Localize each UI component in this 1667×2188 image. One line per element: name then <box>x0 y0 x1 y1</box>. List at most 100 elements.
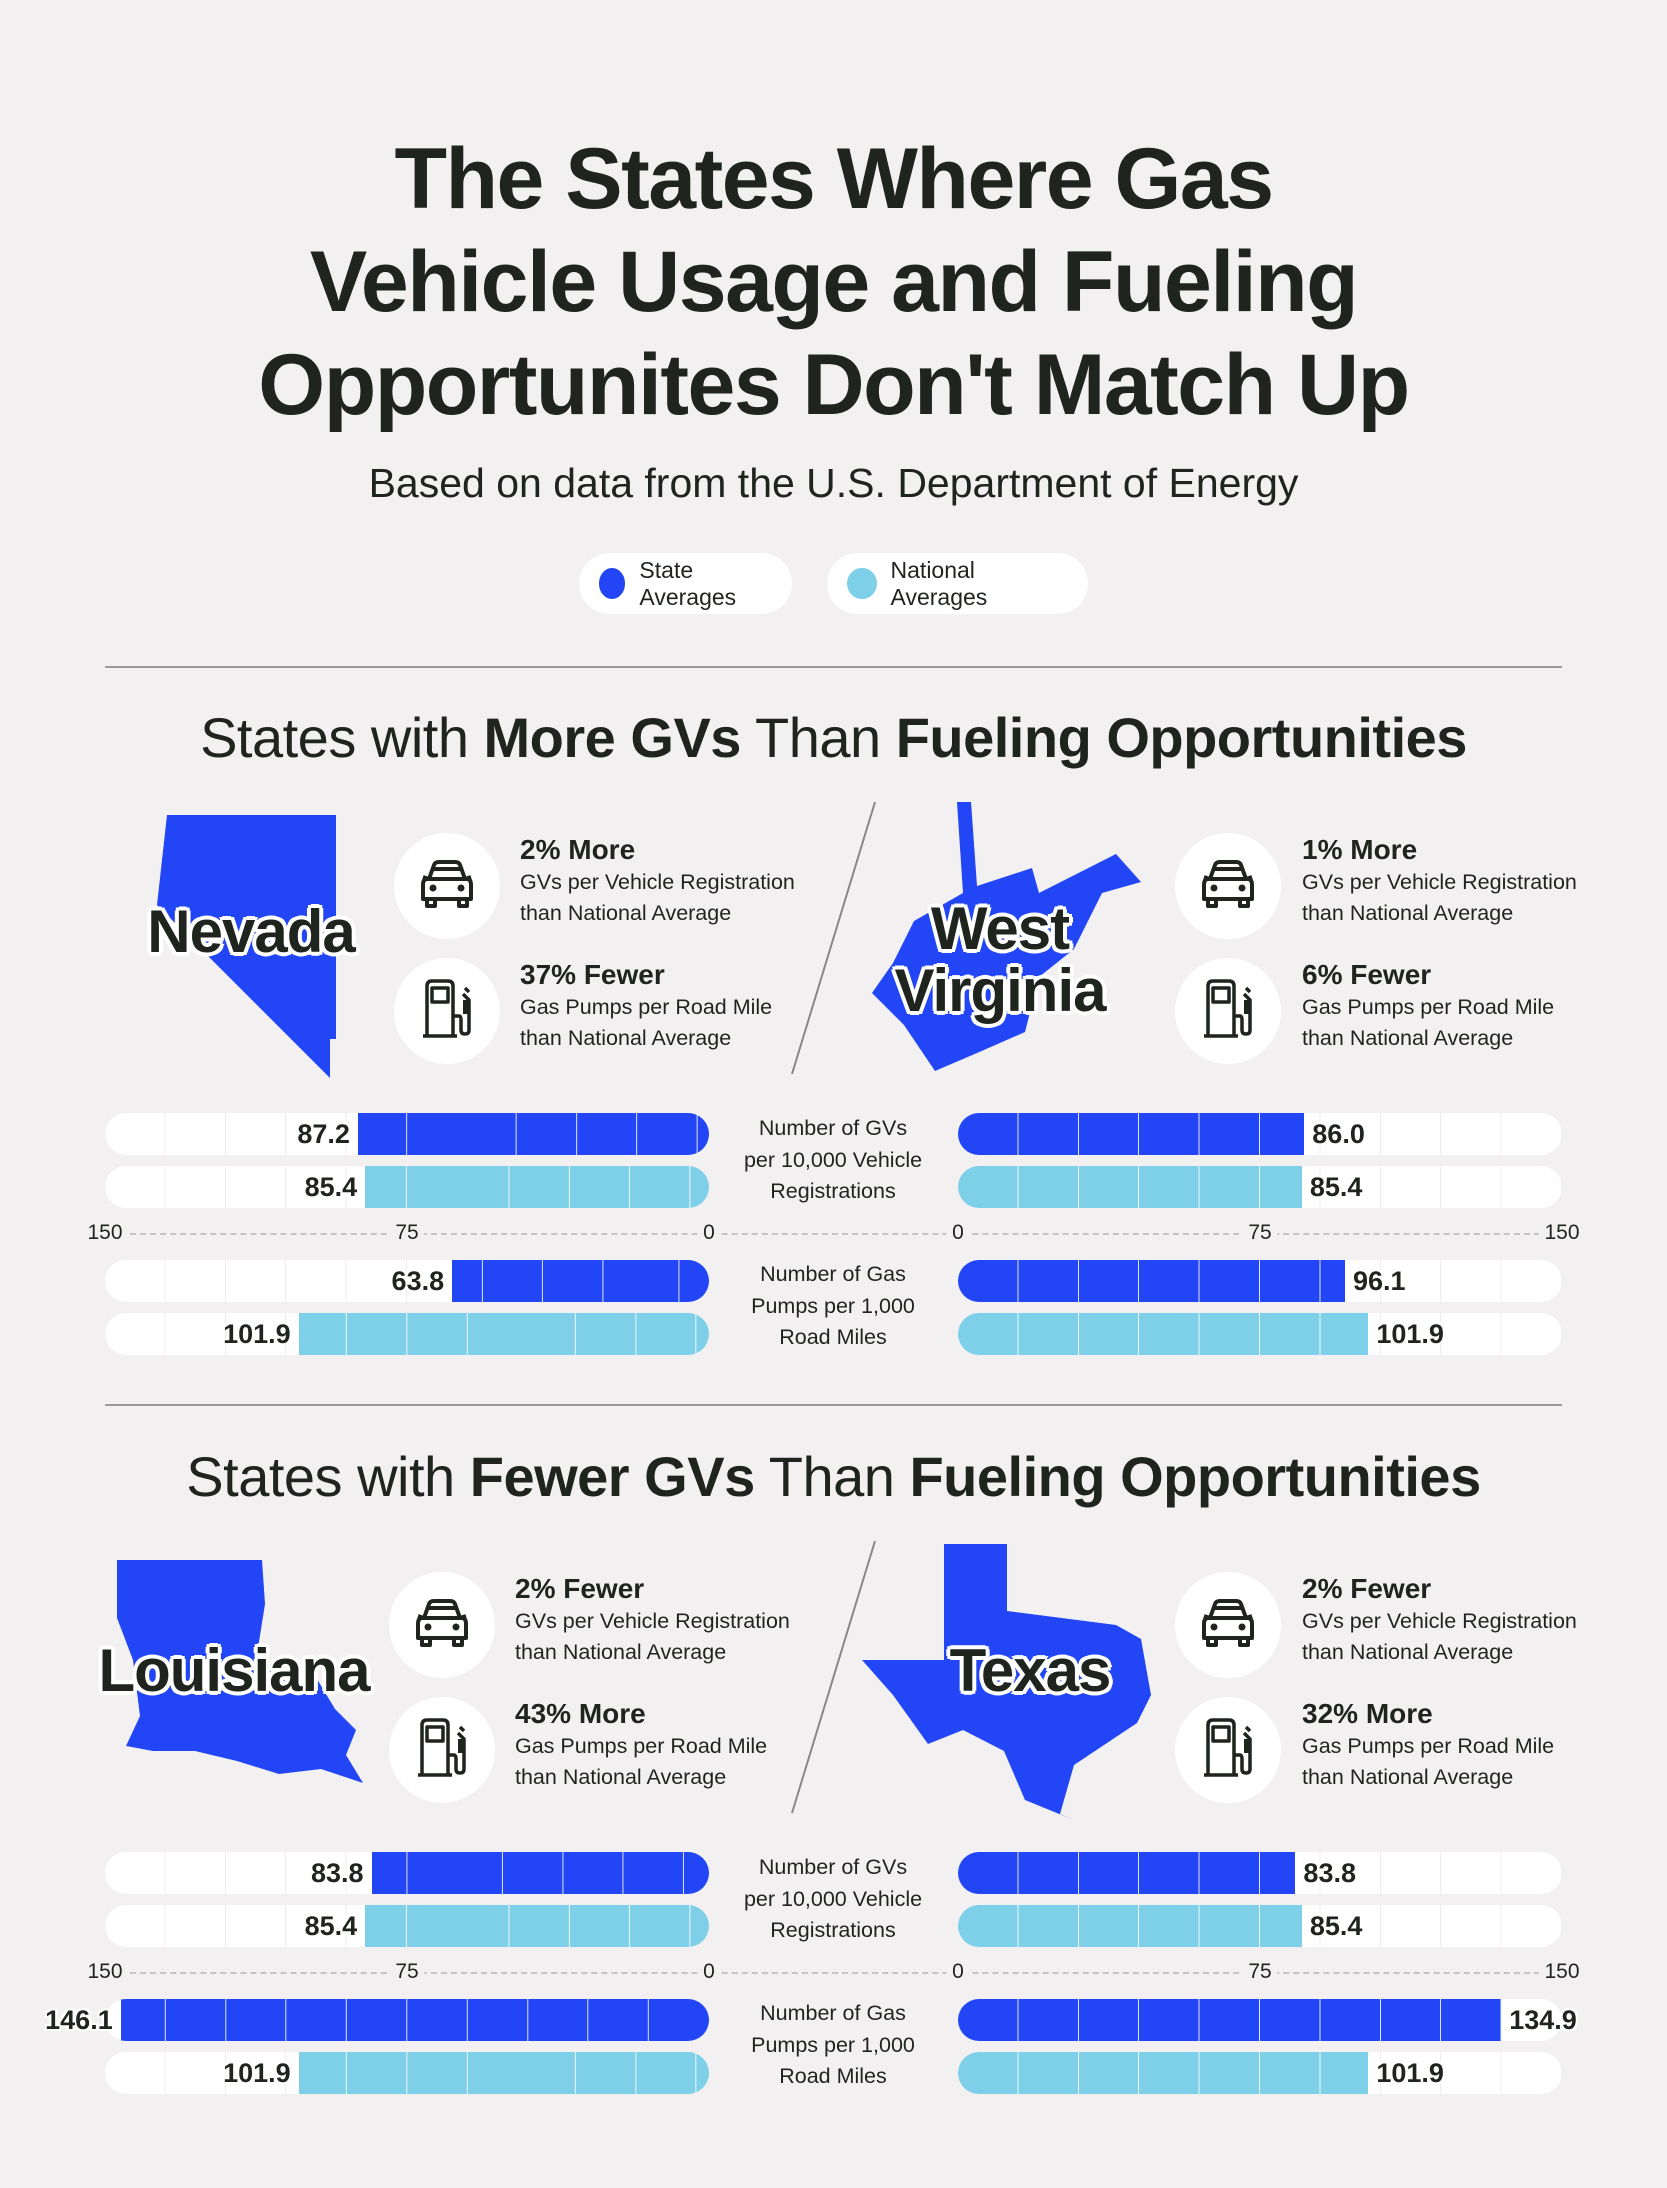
metric-label-line: Registrations <box>770 1918 896 1942</box>
legend-state-averages: State Averages <box>579 553 792 614</box>
bar-track <box>105 1113 709 1155</box>
stat-description: GVs per Vehicle Registration <box>1302 1609 1577 1633</box>
axis-tick-label: 0 <box>946 1221 970 1245</box>
stat-icon-circle <box>389 1697 495 1803</box>
stat-icon-circle <box>1175 1697 1281 1803</box>
bar-track <box>958 1999 1562 2041</box>
title-line: Vehicle Usage and Fueling <box>309 234 1359 330</box>
state-name-texas: Texas <box>949 1637 1112 1704</box>
bar-track <box>958 1260 1562 1302</box>
bar-value-label: 101.9 <box>223 2058 291 2088</box>
stat-text: 2% Fewer GVs per Vehicle Registration th… <box>1302 1572 1577 1668</box>
bar-value-label: 85.4 <box>304 1172 358 1202</box>
bar-value-label: 101.9 <box>1376 1319 1444 1349</box>
legend-swatch-state <box>599 568 626 599</box>
stat-description: GVs per Vehicle Registration <box>520 870 795 894</box>
stat-description: Gas Pumps per Road Mile <box>515 1734 768 1758</box>
legend-label: National Averages <box>890 556 988 610</box>
bar-track <box>105 1166 709 1208</box>
texas-map <box>862 1544 1151 1820</box>
bar-value-label: 85.4 <box>1309 1911 1363 1941</box>
axis-tick-label: 0 <box>946 1960 970 1984</box>
metric-label: Number of GVs per 10,000 Vehicle Registrat… <box>723 1852 943 1947</box>
axis-tick-label: 75 <box>389 1221 425 1245</box>
stat-icon-circle <box>1175 833 1281 939</box>
stat-description: Gas Pumps per Road Mile <box>1302 1734 1555 1758</box>
metric-label: Number of Gas Pumps per 1,000 Road Miles <box>723 1998 943 2093</box>
legend-swatch-national <box>847 568 877 599</box>
bar-value-label: 101.9 <box>1376 2058 1444 2088</box>
stat-headline: 2% Fewer <box>515 1573 645 1604</box>
divider <box>105 666 1562 668</box>
gas-pump-icon <box>1202 1717 1254 1784</box>
metric-label-line: Pumps per 1,000 <box>751 2032 915 2057</box>
bar-texas-pumps-state <box>958 1999 1502 2041</box>
stat-text: 1% More GVs per Vehicle Registration tha… <box>1302 833 1577 929</box>
stat-description: than National Average <box>1302 1765 1514 1789</box>
stat-description: GVs per Vehicle Registration <box>1302 870 1577 894</box>
state-name-west-virginia: West Virginia <box>894 895 1107 1024</box>
bar-value-label: 85.4 <box>304 1911 358 1941</box>
divider <box>105 1404 1562 1406</box>
stat-headline: 43% More <box>515 1698 646 1729</box>
stat-icon-circle <box>394 833 500 939</box>
metric-label-line: Number of GVs <box>758 1116 908 1140</box>
bar-track <box>958 2052 1562 2094</box>
title-line: Opportunites Don't Match Up <box>258 337 1410 433</box>
stat-text: 2% More GVs per Vehicle Registration tha… <box>520 833 795 929</box>
title-line: The States Where Gas <box>394 131 1274 227</box>
stat-headline: 37% Fewer <box>520 959 665 990</box>
car-icon <box>1198 859 1258 914</box>
bar-value-label: 85.4 <box>1309 1172 1363 1202</box>
bar-value-label: 83.8 <box>1303 1858 1356 1888</box>
stat-description: than National Average <box>520 901 732 925</box>
axis-line <box>110 1233 1560 1235</box>
panel-divider <box>791 801 876 1075</box>
stat-headline: 32% More <box>1302 1698 1433 1729</box>
metric-label-line: Road Miles <box>779 1325 887 1349</box>
section-heading: States with More GVs Than Fueling Opport… <box>200 706 1467 769</box>
bar-value-label: 96.1 <box>1352 1266 1406 1296</box>
axis-tick-label: 75 <box>389 1960 425 1984</box>
bar-nevada-pumps-state <box>452 1260 709 1302</box>
bar-louisiana-pumps-state <box>120 1999 709 2041</box>
stat-headline: 6% Fewer <box>1302 959 1432 990</box>
gas-pump-icon <box>421 978 473 1045</box>
subtitle: Based on data from the U.S. Department o… <box>368 460 1299 506</box>
metric-label-line: Pumps per 1,000 <box>751 1293 915 1318</box>
stat-headline: 2% Fewer <box>1302 1573 1432 1604</box>
bar-texas-gvs-national <box>958 1905 1302 1947</box>
bar-west-virginia-pumps-national <box>958 1313 1369 1355</box>
stat-description: GVs per Vehicle Registration <box>515 1609 790 1633</box>
bar-louisiana-pumps-national <box>298 2052 709 2094</box>
panel-divider <box>791 1540 876 1814</box>
stat-description: Gas Pumps per Road Mile <box>520 995 773 1019</box>
bar-louisiana-gvs-state <box>371 1852 709 1894</box>
bar-track <box>958 1852 1562 1894</box>
nevada-map <box>157 815 336 1078</box>
bar-louisiana-gvs-national <box>365 1905 709 1947</box>
stat-description: Gas Pumps per Road Mile <box>1302 995 1555 1019</box>
stat-icon-circle <box>389 1572 495 1678</box>
legend-label: State Averages <box>639 556 737 610</box>
stat-description: than National Average <box>1302 1026 1514 1050</box>
bar-texas-pumps-national <box>958 2052 1369 2094</box>
stat-icon-circle <box>394 958 500 1064</box>
stat-description: than National Average <box>515 1640 727 1664</box>
bar-track <box>958 1166 1562 1208</box>
bar-track <box>105 1260 709 1302</box>
bar-nevada-gvs-national <box>365 1166 709 1208</box>
stat-description: than National Average <box>1302 1640 1514 1664</box>
bar-value-label: 146.1 <box>45 2005 113 2035</box>
state-name-nevada: Nevada <box>147 898 355 965</box>
axis-tick-label: 150 <box>1538 1960 1586 1984</box>
axis-tick-label: 0 <box>697 1221 721 1245</box>
bar-track <box>105 1999 709 2041</box>
bar-track <box>958 1113 1562 1155</box>
bar-track <box>105 1905 709 1947</box>
gas-pump-icon <box>416 1717 468 1784</box>
metric-label-line: Number of Gas <box>760 1262 906 1286</box>
bar-track <box>105 1852 709 1894</box>
bar-value-label: 101.9 <box>223 1319 291 1349</box>
